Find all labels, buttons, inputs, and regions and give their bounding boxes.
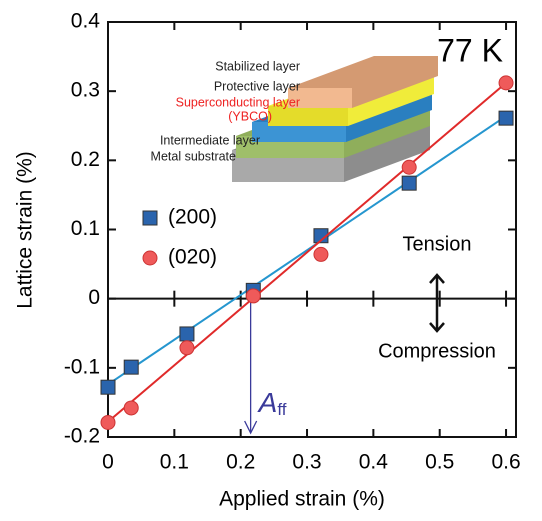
tension-label: Tension (403, 233, 472, 255)
point (499, 76, 513, 90)
legend-label: (020) (168, 246, 217, 269)
y-tick-label: 0.2 (71, 148, 100, 171)
inset-label: (YBCO) (228, 109, 272, 123)
point (101, 380, 115, 394)
x-axis-label: Applied strain (%) (219, 488, 385, 511)
inset-label: Stabilized layer (215, 59, 300, 73)
x-tick-label: 0.3 (292, 451, 321, 474)
legend-label: (200) (168, 206, 217, 229)
aff-text: A (257, 387, 278, 418)
x-tick-label: 0.2 (226, 451, 255, 474)
point (124, 401, 138, 415)
legend-marker (143, 251, 157, 265)
point (124, 360, 138, 374)
x-tick-label: 0.6 (491, 451, 520, 474)
y-tick-label: 0.4 (71, 10, 101, 33)
chart: Stabilized layer Protective layer Superc… (0, 0, 542, 516)
point (180, 327, 194, 341)
inset-label: Metal substrate (151, 149, 237, 163)
compression-label: Compression (378, 340, 496, 362)
inset-label: Intermediate layer (160, 133, 260, 147)
point (180, 341, 194, 355)
y-tick-label: 0 (88, 286, 100, 309)
point (402, 176, 416, 190)
y-tick-label: -0.1 (64, 355, 100, 378)
aff-subscript: ff (277, 400, 286, 419)
y-tick-label: 0.1 (71, 217, 100, 240)
point (499, 111, 513, 125)
y-tick-label: 0.3 (71, 79, 100, 102)
aff-label: Aff (257, 387, 287, 419)
y-axis-label: Lattice strain (%) (14, 151, 37, 309)
point (314, 247, 328, 261)
point (101, 415, 115, 429)
legend-marker (143, 211, 157, 225)
y-tick-label: -0.2 (64, 425, 100, 448)
inset-label: Protective layer (214, 79, 300, 93)
x-tick-label: 0 (102, 451, 114, 474)
x-tick-label: 0.5 (425, 451, 454, 474)
point (246, 289, 260, 303)
temperature-label: 77 K (437, 32, 503, 68)
x-tick-label: 0.1 (160, 451, 189, 474)
x-tick-label: 0.4 (359, 451, 389, 474)
tension-arrow (430, 275, 444, 331)
inset-label: Superconducting layer (176, 95, 300, 109)
point (402, 160, 416, 174)
